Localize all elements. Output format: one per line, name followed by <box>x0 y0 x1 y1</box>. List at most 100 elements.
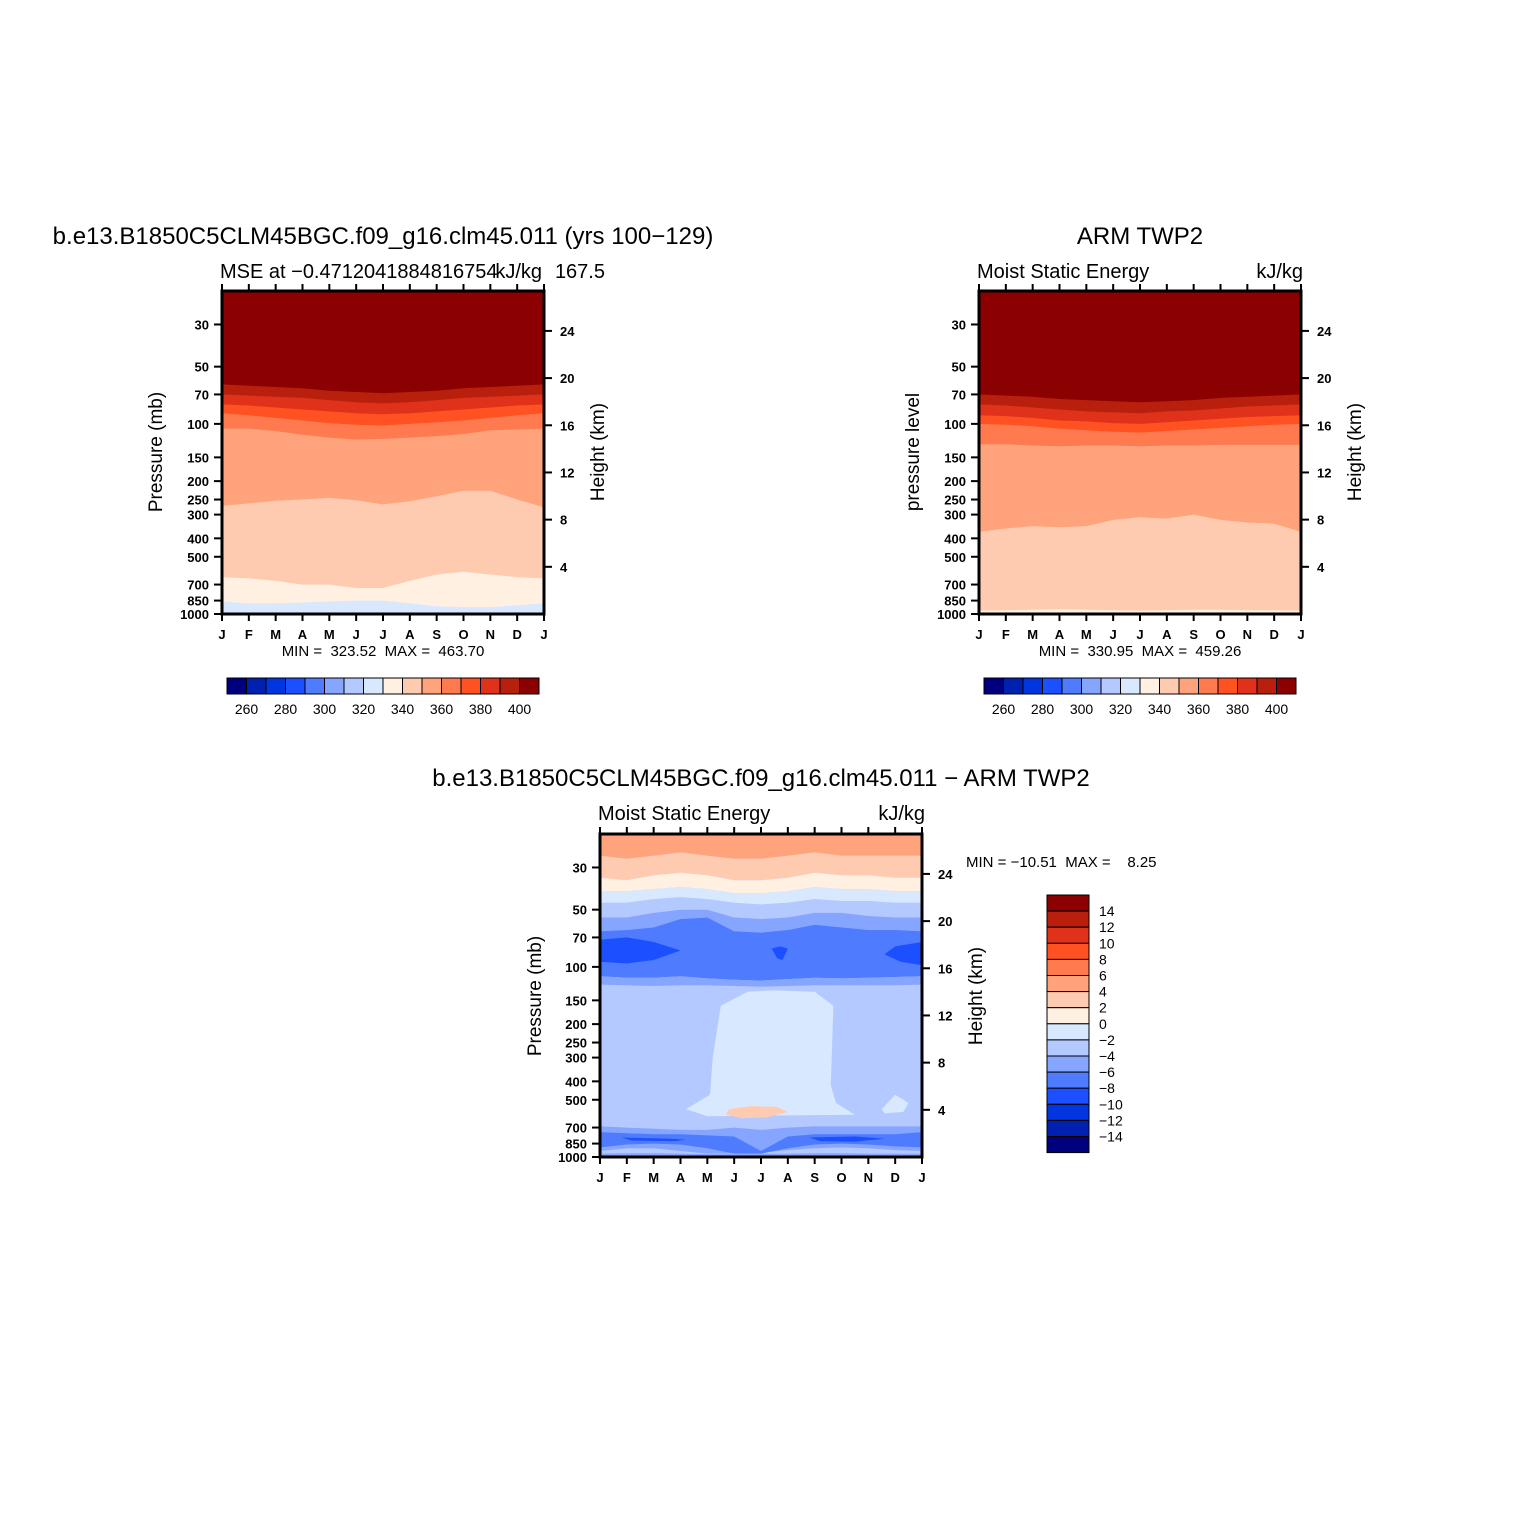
x-tick-label: F <box>1002 627 1010 642</box>
y-tick-label: 850 <box>187 594 209 609</box>
colorbar-box <box>1042 677 1063 695</box>
colorbar-label: −4 <box>1099 1048 1115 1064</box>
contour-band <box>600 872 922 894</box>
y-tick-label: 300 <box>187 508 209 523</box>
x-tick-label: O <box>1215 627 1225 642</box>
colorbar-box <box>363 677 384 695</box>
colorbar-box <box>1046 958 1090 977</box>
colorbar-box <box>421 677 442 695</box>
x-tick-label: J <box>353 627 360 642</box>
panel-obs-stats: MIN = 330.95 MAX = 459.26 <box>1039 643 1242 660</box>
colorbar-box <box>499 677 520 695</box>
colorbar-label: 10 <box>1099 935 1115 951</box>
panel-diff-ylabel-right: Height (km) <box>966 947 987 1045</box>
contour-band <box>884 942 922 966</box>
contour-band <box>600 834 922 859</box>
colorbar-label: 4 <box>1099 984 1107 1000</box>
y-tick-label: 400 <box>187 531 209 546</box>
y-tick-label: 50 <box>573 903 587 918</box>
y-tick-right-label: 24 <box>938 867 953 882</box>
colorbar-box <box>1237 677 1258 695</box>
y-tick-label: 850 <box>944 594 966 609</box>
contour-band <box>881 1094 909 1114</box>
colorbar-box <box>402 677 423 695</box>
panel-obs-ylabel: pressure level <box>903 393 924 511</box>
colorbar-label: 280 <box>274 701 298 717</box>
colorbar-label: 12 <box>1099 919 1115 935</box>
y-tick-right-label: 20 <box>560 371 574 386</box>
colorbar-label: 6 <box>1099 968 1107 984</box>
y-tick-label: 50 <box>195 360 209 375</box>
x-tick-label: A <box>298 627 308 642</box>
contour-band <box>600 852 922 881</box>
colorbar-box <box>441 677 462 695</box>
y-tick-right-label: 4 <box>1317 560 1325 575</box>
colorbar-label: 320 <box>1109 701 1133 717</box>
y-tick-right-label: 20 <box>1317 371 1331 386</box>
y-tick-right-label: 12 <box>560 465 574 480</box>
y-tick-label: 30 <box>573 860 587 875</box>
contour-band <box>600 976 922 987</box>
panel-model: b.e13.B1850C5CLM45BGC.f09_g16.clm45.011 … <box>53 223 714 717</box>
colorbar-label: 14 <box>1099 903 1115 919</box>
colorbar-box <box>1046 894 1090 912</box>
y-tick-label: 200 <box>944 474 966 489</box>
x-tick-label: J <box>975 627 982 642</box>
x-tick-label: N <box>864 1170 873 1185</box>
colorbar-box <box>1046 1039 1090 1057</box>
y-tick-label: 700 <box>944 578 966 593</box>
y-tick-right-label: 4 <box>938 1103 946 1118</box>
y-tick-label: 200 <box>187 474 209 489</box>
y-tick-right-label: 12 <box>938 1008 952 1023</box>
colorbar-box <box>1159 677 1180 695</box>
colorbar-label: −12 <box>1099 1112 1123 1128</box>
colorbar-label: 360 <box>1187 701 1211 717</box>
colorbar-box <box>1120 677 1141 695</box>
colorbar-box <box>983 677 1004 695</box>
colorbar-label: 300 <box>1070 701 1094 717</box>
x-tick-label: F <box>245 627 253 642</box>
colorbar-box <box>1046 1103 1090 1121</box>
x-tick-label: J <box>1297 627 1304 642</box>
panel-obs-colorbar: 260 280 300 320 340 360 380 400 <box>983 677 1297 717</box>
x-tick-label: J <box>218 627 225 642</box>
colorbar-box <box>1198 677 1219 695</box>
panel-diff-ylabel: Pressure (mb) <box>525 936 546 1056</box>
x-tick-label: A <box>405 627 415 642</box>
colorbar-label: 260 <box>992 701 1016 717</box>
colorbar-box <box>480 677 501 695</box>
contour-band <box>600 1126 922 1154</box>
contour-band <box>979 291 1301 387</box>
colorbar-label: −8 <box>1099 1080 1115 1096</box>
colorbar-box <box>324 677 345 695</box>
y-tick-label: 250 <box>944 493 966 508</box>
colorbar-box <box>265 677 286 695</box>
colorbar-box <box>1046 991 1090 1009</box>
x-tick-label: N <box>1243 627 1252 642</box>
colorbar-box <box>519 677 540 695</box>
colorbar-box <box>1046 1119 1090 1138</box>
panel-diff-subtitle-right: kJ/kg <box>878 803 925 825</box>
y-tick-label: 500 <box>565 1093 587 1108</box>
panel-diff-stats: MIN = −10.51 MAX = 8.25 <box>966 854 1157 871</box>
colorbar-label: 380 <box>1226 701 1250 717</box>
x-tick-label: S <box>1189 627 1198 642</box>
y-tick-label: 700 <box>565 1121 587 1136</box>
y-tick-right-label: 12 <box>1317 465 1331 480</box>
y-tick-label: 100 <box>944 417 966 432</box>
contour-band <box>809 1136 885 1142</box>
colorbar-label: 8 <box>1099 951 1107 967</box>
y-tick-label: 150 <box>187 450 209 465</box>
colorbar-label: 400 <box>1265 701 1289 717</box>
y-tick-label: 30 <box>952 317 966 332</box>
colorbar-label: −6 <box>1099 1064 1115 1080</box>
x-tick-label: J <box>1136 627 1143 642</box>
colorbar-box <box>382 677 403 695</box>
colorbar-box <box>1217 677 1238 695</box>
x-tick-label: M <box>1081 627 1092 642</box>
colorbar-box <box>1046 975 1090 993</box>
y-tick-right-label: 24 <box>1317 324 1332 339</box>
x-tick-label: N <box>486 627 495 642</box>
panel-model-title: b.e13.B1850C5CLM45BGC.f09_g16.clm45.011 … <box>53 223 714 250</box>
x-tick-label: D <box>512 627 521 642</box>
